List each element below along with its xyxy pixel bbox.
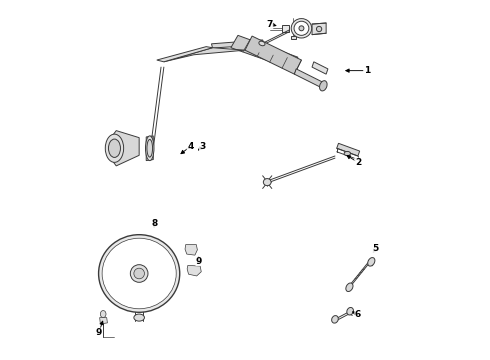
Polygon shape [245,36,301,74]
Text: 9: 9 [96,328,102,337]
Ellipse shape [346,283,353,292]
Polygon shape [212,40,265,48]
Polygon shape [312,23,326,35]
Ellipse shape [100,311,106,318]
Ellipse shape [102,238,176,309]
Ellipse shape [146,136,154,161]
Polygon shape [337,143,360,156]
Text: 8: 8 [152,219,158,228]
Polygon shape [146,136,153,161]
Text: 2: 2 [355,158,361,167]
Text: 1: 1 [364,66,370,75]
Text: 6: 6 [355,310,361,319]
Ellipse shape [317,26,322,32]
Ellipse shape [344,152,350,156]
Polygon shape [111,131,139,166]
Polygon shape [185,244,197,255]
Ellipse shape [368,257,375,266]
Polygon shape [282,26,289,32]
Polygon shape [291,36,296,39]
Ellipse shape [294,21,309,35]
Polygon shape [294,69,324,88]
Ellipse shape [134,314,145,321]
Ellipse shape [299,26,304,31]
Polygon shape [99,318,107,324]
Ellipse shape [291,19,312,38]
Ellipse shape [105,134,123,162]
Ellipse shape [108,139,121,157]
Polygon shape [127,266,151,280]
Polygon shape [231,35,298,69]
Text: 3: 3 [199,142,206,151]
Polygon shape [312,62,328,74]
Ellipse shape [263,179,271,186]
Polygon shape [157,47,213,62]
Ellipse shape [332,316,338,323]
Ellipse shape [98,235,180,312]
Text: 9: 9 [196,257,202,266]
Ellipse shape [147,139,152,157]
Text: 4: 4 [187,142,194,151]
Polygon shape [132,291,147,295]
Text: 7: 7 [267,19,273,28]
Ellipse shape [319,81,327,91]
Ellipse shape [259,41,265,46]
Ellipse shape [130,265,148,282]
Text: 5: 5 [372,244,379,253]
Ellipse shape [134,268,145,279]
Polygon shape [164,48,245,62]
Ellipse shape [347,307,353,315]
Polygon shape [187,265,201,276]
